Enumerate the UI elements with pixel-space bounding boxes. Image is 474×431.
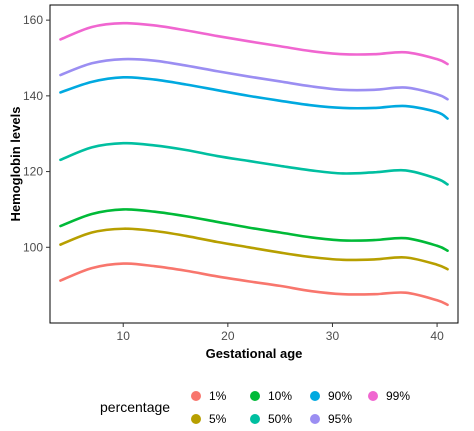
- legend-label-90pct: 90%: [328, 389, 352, 403]
- legend-key-99pct: [368, 391, 378, 401]
- x-tick-label: 30: [326, 329, 340, 343]
- legend-label-5pct: 5%: [209, 412, 227, 426]
- legend: 1% 10% 90% 99% 5% 50% 95%: [191, 389, 410, 426]
- y-tick-label: 100: [23, 240, 43, 254]
- x-tick-label: 20: [221, 329, 235, 343]
- legend-label-1pct: 1%: [209, 389, 227, 403]
- y-tick-label: 160: [23, 13, 43, 27]
- y-axis-title: Hemoglobin levels: [8, 107, 23, 222]
- x-axis: 10 20 30 40: [117, 323, 444, 343]
- series-layer: [59, 21, 449, 307]
- x-tick-label: 40: [430, 329, 444, 343]
- x-axis-title: Gestational age: [206, 346, 303, 361]
- plot-panel: [49, 4, 459, 324]
- y-tick-label: 120: [23, 165, 43, 179]
- legend-key-10pct: [250, 391, 260, 401]
- legend-label-50pct: 50%: [268, 412, 292, 426]
- legend-label-99pct: 99%: [386, 389, 410, 403]
- x-tick-label: 10: [117, 329, 131, 343]
- y-tick-label: 140: [23, 89, 43, 103]
- legend-key-1pct: [191, 391, 201, 401]
- legend-key-50pct: [250, 414, 260, 424]
- legend-title: percentage: [100, 399, 170, 415]
- series-line-95pct: [59, 57, 449, 101]
- series-line-50pct: [59, 141, 449, 186]
- series-line-10pct: [59, 208, 449, 252]
- legend-label-10pct: 10%: [268, 389, 292, 403]
- series-line-90pct: [59, 75, 449, 120]
- legend-key-5pct: [191, 414, 201, 424]
- legend-key-95pct: [310, 414, 320, 424]
- y-axis: 100 120 140 160: [23, 13, 50, 254]
- series-line-1pct: [59, 262, 449, 307]
- series-line-5pct: [59, 227, 449, 271]
- legend-label-95pct: 95%: [328, 412, 352, 426]
- series-line-99pct: [59, 21, 449, 66]
- legend-key-90pct: [310, 391, 320, 401]
